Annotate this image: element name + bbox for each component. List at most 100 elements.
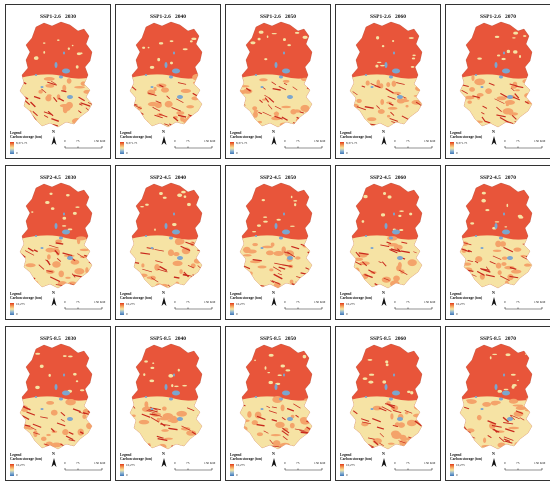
mid-storage-patch bbox=[495, 262, 502, 269]
water-body bbox=[67, 256, 73, 260]
water-body bbox=[34, 235, 38, 237]
high-storage-streak bbox=[263, 430, 269, 434]
mid-storage-patch bbox=[80, 119, 85, 124]
pale-patch bbox=[75, 65, 79, 69]
high-storage-streak bbox=[137, 122, 146, 126]
high-storage-streak bbox=[60, 411, 66, 417]
color-ramp bbox=[120, 142, 124, 154]
water-body bbox=[502, 390, 510, 396]
mid-storage-patch bbox=[393, 275, 400, 282]
legend-subtitle: Carbon storage (ton) bbox=[450, 135, 483, 140]
pale-patch bbox=[294, 203, 297, 207]
pale-patch bbox=[49, 192, 53, 195]
mid-storage-patch bbox=[45, 247, 55, 253]
high-storage-streak bbox=[58, 97, 65, 102]
pale-patch bbox=[263, 216, 268, 218]
water-body bbox=[150, 247, 154, 249]
high-storage-streak bbox=[411, 120, 416, 124]
mid-storage-patch bbox=[367, 117, 377, 122]
pale-patch bbox=[511, 385, 515, 389]
mid-storage-patch bbox=[404, 411, 409, 415]
carbon-storage-map bbox=[19, 21, 93, 128]
water-body bbox=[389, 75, 393, 79]
high-storage-streak bbox=[361, 418, 370, 422]
water-body bbox=[177, 95, 183, 99]
high-storage-streak bbox=[150, 417, 160, 423]
water-body bbox=[503, 212, 505, 216]
high-storage-streak bbox=[62, 252, 73, 257]
mid-storage-patch bbox=[352, 280, 357, 287]
mid-storage-patch bbox=[240, 259, 245, 263]
year-label: 2040 bbox=[175, 336, 187, 342]
high-storage-streak bbox=[419, 403, 422, 408]
high-storage-streak bbox=[522, 441, 532, 445]
high-storage-streak bbox=[503, 438, 511, 442]
high-storage-streak bbox=[496, 114, 506, 118]
high-storage-streak bbox=[247, 438, 254, 444]
year-label: 2040 bbox=[175, 14, 187, 20]
high-storage-streak bbox=[21, 273, 32, 279]
mid-storage-patch bbox=[176, 410, 187, 417]
high-storage-streak bbox=[171, 445, 178, 449]
scenario-label: SSP1-2.6 bbox=[149, 14, 171, 20]
high-storage-streak bbox=[505, 428, 515, 433]
water-body bbox=[62, 390, 70, 396]
legend-min-value: 0 bbox=[16, 312, 18, 316]
high-storage-streak bbox=[52, 123, 59, 127]
pale-patch bbox=[189, 40, 193, 43]
mid-storage-patch bbox=[26, 109, 32, 114]
high-storage-streak bbox=[33, 432, 40, 435]
pale-patch bbox=[39, 364, 44, 368]
year-label: 2060 bbox=[395, 336, 407, 342]
north-arrow-icon bbox=[491, 297, 497, 306]
map-panel: SSP5-8.5 2060 Legend Carbon storage (ton) 1… bbox=[335, 326, 441, 481]
pale-patch bbox=[56, 39, 60, 41]
scale-tick-label: 0 bbox=[174, 461, 176, 465]
carbon-storage-map bbox=[239, 182, 313, 289]
high-storage-streak bbox=[472, 95, 480, 99]
mid-storage-patch bbox=[66, 398, 76, 405]
mid-storage-patch bbox=[497, 270, 502, 276]
water-body bbox=[507, 417, 513, 421]
pale-patch bbox=[140, 206, 144, 208]
water-body bbox=[274, 384, 278, 390]
high-storage-streak bbox=[47, 81, 57, 86]
high-storage-streak bbox=[32, 423, 42, 428]
high-storage-streak bbox=[140, 252, 151, 255]
mid-storage-patch bbox=[79, 248, 90, 252]
mid-storage-patch bbox=[481, 444, 491, 448]
high-storage-streak bbox=[142, 268, 153, 273]
mid-storage-patch bbox=[47, 254, 51, 260]
color-ramp bbox=[10, 464, 14, 476]
high-storage-streak bbox=[485, 266, 490, 272]
scale-tick-label: 0 bbox=[504, 461, 506, 465]
mid-storage-patch bbox=[372, 405, 382, 411]
scale-tick-label: 0 bbox=[64, 461, 66, 465]
mid-storage-patch bbox=[197, 242, 202, 246]
mid-storage-patch bbox=[390, 413, 394, 420]
mid-storage-patch bbox=[243, 246, 251, 254]
legend-title: Legend bbox=[120, 131, 132, 135]
mid-storage-patch bbox=[74, 86, 85, 89]
high-storage-streak bbox=[385, 403, 396, 407]
water-body bbox=[474, 235, 478, 237]
mid-storage-patch bbox=[381, 276, 392, 283]
scenario-label: SSP5-8.5 bbox=[369, 336, 391, 342]
mid-storage-patch bbox=[80, 81, 87, 86]
water-body bbox=[63, 373, 65, 377]
pale-patch bbox=[144, 360, 148, 363]
pale-patch bbox=[35, 352, 41, 355]
legend-title: Legend bbox=[10, 131, 22, 135]
scale-tick-label: 150 KM bbox=[94, 461, 106, 465]
mid-storage-patch bbox=[180, 88, 192, 93]
mid-storage-patch bbox=[508, 398, 519, 404]
high-storage-streak bbox=[386, 403, 395, 409]
water-body bbox=[392, 229, 400, 235]
pale-patch bbox=[497, 389, 503, 393]
high-storage-streak bbox=[87, 102, 92, 107]
scenario-label: SSP1-2.6 bbox=[259, 14, 281, 20]
map-legend: Legend Carbon storage (ton) bbox=[340, 453, 372, 461]
mid-storage-patch bbox=[406, 419, 417, 427]
high-storage-streak bbox=[355, 123, 360, 127]
pale-patch bbox=[271, 33, 277, 35]
